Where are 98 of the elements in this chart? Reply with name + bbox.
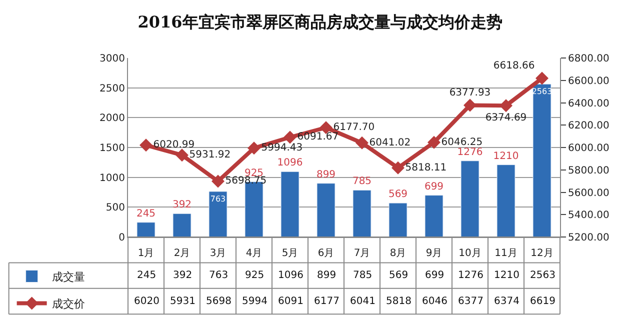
y2-tick-label: 5800.00 bbox=[568, 165, 610, 176]
point bbox=[500, 99, 512, 112]
point bbox=[536, 72, 548, 85]
x-tick-label: 7月 bbox=[354, 248, 370, 259]
point bbox=[392, 161, 404, 174]
data-label: 6091.67 bbox=[297, 132, 339, 143]
data-label: 763 bbox=[209, 270, 228, 281]
x-tick-label: 9月 bbox=[426, 248, 442, 259]
x-tick-label: 6月 bbox=[318, 248, 334, 259]
text: 6041 bbox=[350, 296, 376, 307]
legend-label: 成交价 bbox=[52, 298, 85, 311]
data-label: 6377.93 bbox=[449, 87, 491, 98]
text: 699 bbox=[424, 181, 444, 192]
point bbox=[428, 136, 440, 149]
point bbox=[212, 174, 224, 188]
data-label: 392 bbox=[173, 270, 192, 281]
data-label: 5931.92 bbox=[189, 150, 231, 161]
text: 6091 bbox=[278, 296, 304, 307]
x-tick-label: 4月 bbox=[246, 248, 262, 259]
bar bbox=[280, 171, 300, 237]
data-label: 6020.99 bbox=[153, 140, 195, 151]
bar bbox=[352, 190, 372, 237]
text: 6377 bbox=[458, 296, 484, 307]
y-tick-label: 2000 bbox=[100, 113, 125, 124]
text: 1096 bbox=[277, 158, 303, 169]
y-tick-label: 1500 bbox=[100, 143, 125, 154]
data-label: 6618.66 bbox=[493, 60, 535, 72]
bar bbox=[460, 160, 480, 237]
data-label: 6374.69 bbox=[485, 112, 527, 124]
text: 899 bbox=[316, 169, 336, 180]
data-label: 6177.70 bbox=[333, 122, 375, 134]
y2-tick-label: 6000.00 bbox=[568, 143, 610, 154]
text: 5698 bbox=[206, 296, 232, 307]
text: 785 bbox=[352, 176, 372, 188]
point bbox=[176, 148, 188, 162]
text: 6177 bbox=[314, 296, 340, 307]
bar bbox=[532, 84, 552, 237]
x-tick-label: 10月 bbox=[458, 248, 482, 259]
y2-tick-label: 5200.00 bbox=[568, 232, 610, 244]
data-label: 245 bbox=[137, 270, 156, 281]
text: 392 bbox=[172, 200, 192, 211]
data-label: 6046.25 bbox=[441, 136, 483, 148]
y-tick-label: 500 bbox=[106, 202, 125, 214]
data-label: 785 bbox=[353, 270, 372, 281]
y2-tick-label: 6400.00 bbox=[568, 98, 610, 110]
text: 6046 bbox=[422, 296, 448, 307]
point bbox=[356, 136, 368, 150]
y2-tick-label: 6200.00 bbox=[568, 120, 610, 132]
bar bbox=[424, 195, 444, 237]
x-tick-label: 8月 bbox=[390, 248, 406, 259]
data-label: 1276 bbox=[458, 270, 484, 281]
data-label: 569 bbox=[389, 270, 408, 281]
bar bbox=[136, 222, 156, 237]
y-tick-label: 1000 bbox=[100, 172, 125, 184]
data-label: 1096 bbox=[278, 270, 304, 281]
text: 1210 bbox=[493, 150, 519, 162]
legend-label: 成交量 bbox=[52, 270, 85, 284]
text: 763 bbox=[210, 194, 226, 204]
x-tick-label: 2月 bbox=[174, 248, 190, 259]
y2-tick-label: 5600.00 bbox=[568, 188, 610, 199]
text: 6619 bbox=[530, 296, 556, 307]
bar bbox=[172, 213, 192, 237]
x-tick-label: 12月 bbox=[530, 248, 554, 259]
y-tick-label: 2500 bbox=[100, 83, 125, 94]
y-tick-label: 0 bbox=[118, 232, 125, 244]
data-label: 2563 bbox=[530, 270, 556, 281]
data-label: 699 bbox=[425, 270, 444, 281]
text: 5994 bbox=[242, 296, 268, 307]
x-tick-label: 5月 bbox=[282, 248, 298, 259]
x-tick-label: 3月 bbox=[210, 248, 226, 259]
text: 245 bbox=[136, 208, 156, 220]
y2-tick-label: 5400.00 bbox=[568, 210, 610, 222]
data-label: 1210 bbox=[494, 270, 520, 281]
x-tick-label: 11月 bbox=[494, 248, 518, 259]
text: 5931 bbox=[170, 296, 196, 307]
text: 5818 bbox=[386, 296, 412, 307]
y2-tick-label: 6800.00 bbox=[568, 54, 610, 64]
y-tick-label: 3000 bbox=[100, 54, 125, 64]
bar bbox=[388, 202, 408, 237]
point bbox=[248, 142, 260, 155]
text: 6374 bbox=[494, 296, 520, 307]
point bbox=[464, 98, 476, 112]
text: 1276 bbox=[457, 146, 483, 158]
data-label: 899 bbox=[317, 270, 336, 281]
data-label: 925 bbox=[245, 270, 264, 281]
y2-tick-label: 6600.00 bbox=[568, 76, 610, 87]
bar bbox=[208, 191, 228, 237]
text: 6020 bbox=[134, 296, 160, 307]
data-label: 6041.02 bbox=[369, 137, 411, 148]
bar bbox=[496, 164, 516, 237]
chart-title: 2016年宜宾市翠屏区商品房成交量与成交均价走势 bbox=[138, 12, 502, 32]
data-label: 5994.43 bbox=[261, 142, 303, 154]
point bbox=[284, 130, 296, 144]
text: 569 bbox=[388, 189, 408, 200]
data-label: 5818.11 bbox=[405, 162, 447, 174]
x-tick-label: 1月 bbox=[138, 248, 154, 259]
point bbox=[140, 138, 152, 152]
bar bbox=[316, 183, 336, 237]
